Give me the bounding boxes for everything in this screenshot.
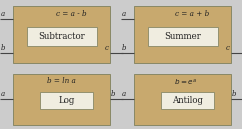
FancyBboxPatch shape	[134, 6, 231, 63]
Text: Summer: Summer	[164, 32, 201, 41]
Text: a: a	[122, 10, 126, 18]
Text: c = a - b: c = a - b	[56, 10, 87, 18]
Text: $b = e^a$: $b = e^a$	[174, 77, 197, 87]
FancyBboxPatch shape	[13, 74, 110, 125]
Text: b: b	[122, 44, 126, 52]
Text: c: c	[226, 44, 230, 52]
Text: Log: Log	[58, 96, 75, 105]
Text: c = a + b: c = a + b	[175, 10, 210, 18]
FancyBboxPatch shape	[27, 27, 97, 46]
Text: b: b	[1, 44, 5, 52]
Text: Antilog: Antilog	[172, 96, 203, 105]
Text: a: a	[1, 10, 5, 18]
Text: a: a	[122, 90, 126, 98]
FancyBboxPatch shape	[161, 92, 214, 109]
FancyBboxPatch shape	[40, 92, 93, 109]
FancyBboxPatch shape	[148, 27, 218, 46]
Text: c: c	[105, 44, 109, 52]
FancyBboxPatch shape	[13, 6, 110, 63]
Text: b: b	[232, 90, 236, 98]
Text: b: b	[111, 90, 115, 98]
FancyBboxPatch shape	[134, 74, 231, 125]
Text: Subtractor: Subtractor	[38, 32, 85, 41]
Text: b = ln a: b = ln a	[47, 77, 76, 85]
Text: a: a	[1, 90, 5, 98]
